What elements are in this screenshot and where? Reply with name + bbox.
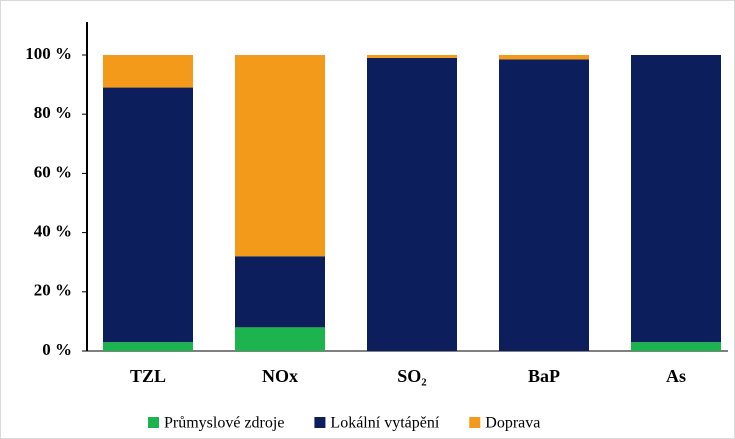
bar-segment <box>367 57 457 352</box>
y-tick-label: 80 % <box>34 103 72 122</box>
bar-segment <box>103 87 193 343</box>
x-tick-label: BaP <box>528 366 560 386</box>
bar-segment <box>235 55 325 257</box>
bar-segment <box>499 55 589 60</box>
bar-segment <box>235 327 325 351</box>
y-tick-label: 20 % <box>34 281 72 300</box>
legend-swatch <box>148 417 159 428</box>
y-tick-label: 40 % <box>34 222 72 241</box>
legend-label: Průmyslové zdroje <box>164 415 284 432</box>
bar-segment <box>499 59 589 351</box>
legend-label: Doprava <box>485 415 540 432</box>
legend-swatch <box>469 417 481 428</box>
bar-segment <box>367 55 457 58</box>
legend-label: Lokální vytápění <box>330 415 439 432</box>
x-tick-label: TZL <box>130 366 166 386</box>
legend-swatch <box>314 417 326 428</box>
y-tick-label: 60 % <box>34 162 72 181</box>
y-tick-label: 0 % <box>42 340 72 359</box>
x-tick-label: As <box>666 366 686 386</box>
x-tick-label: SO₂ <box>397 366 426 386</box>
bar-segment <box>103 342 193 351</box>
bar-segment <box>103 55 193 88</box>
bar-segment <box>235 256 325 328</box>
y-tick-label: 100 % <box>25 44 72 63</box>
x-tick-label: NOx <box>262 366 298 386</box>
bar-segment <box>631 55 721 343</box>
bar-segment <box>631 342 721 351</box>
